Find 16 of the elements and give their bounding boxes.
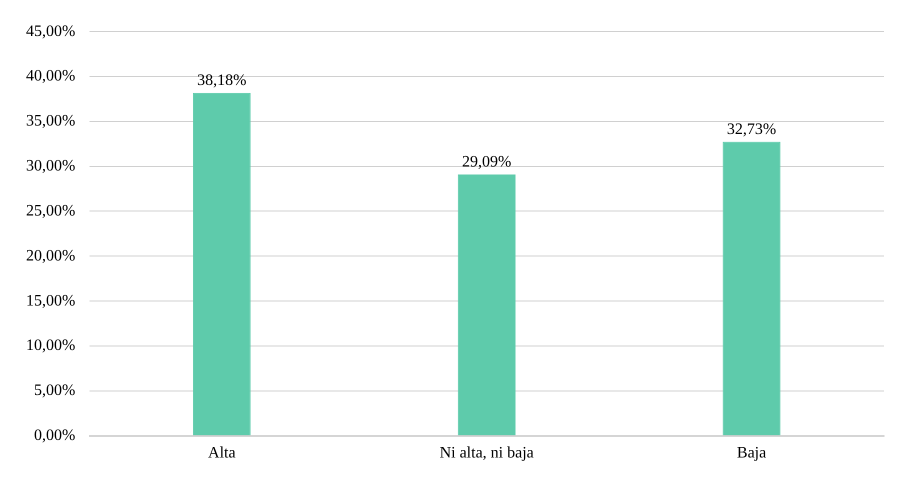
data-label: 38,18% bbox=[197, 72, 246, 90]
y-tick-label: 0,00% bbox=[34, 427, 76, 444]
data-label: 29,09% bbox=[462, 154, 512, 171]
data-label: 32,73% bbox=[726, 121, 776, 138]
y-tick-label: 20,00% bbox=[26, 247, 76, 264]
y-tick-label: 35,00% bbox=[26, 112, 76, 130]
x-tick-label: Baja bbox=[736, 444, 766, 462]
y-tick-label: 25,00% bbox=[26, 202, 76, 220]
y-tick-label: 30,00% bbox=[26, 158, 76, 175]
y-tick-label: 45,00% bbox=[26, 22, 76, 40]
y-tick-label: 15,00% bbox=[26, 292, 76, 310]
y-tick-label: 10,00% bbox=[26, 337, 76, 354]
y-tick-label: 40,00% bbox=[26, 68, 76, 85]
x-tick-label: Ni alta, ni baja bbox=[440, 444, 534, 462]
x-tick-label: Alta bbox=[208, 444, 236, 462]
y-tick-label: 5,00% bbox=[34, 382, 76, 400]
